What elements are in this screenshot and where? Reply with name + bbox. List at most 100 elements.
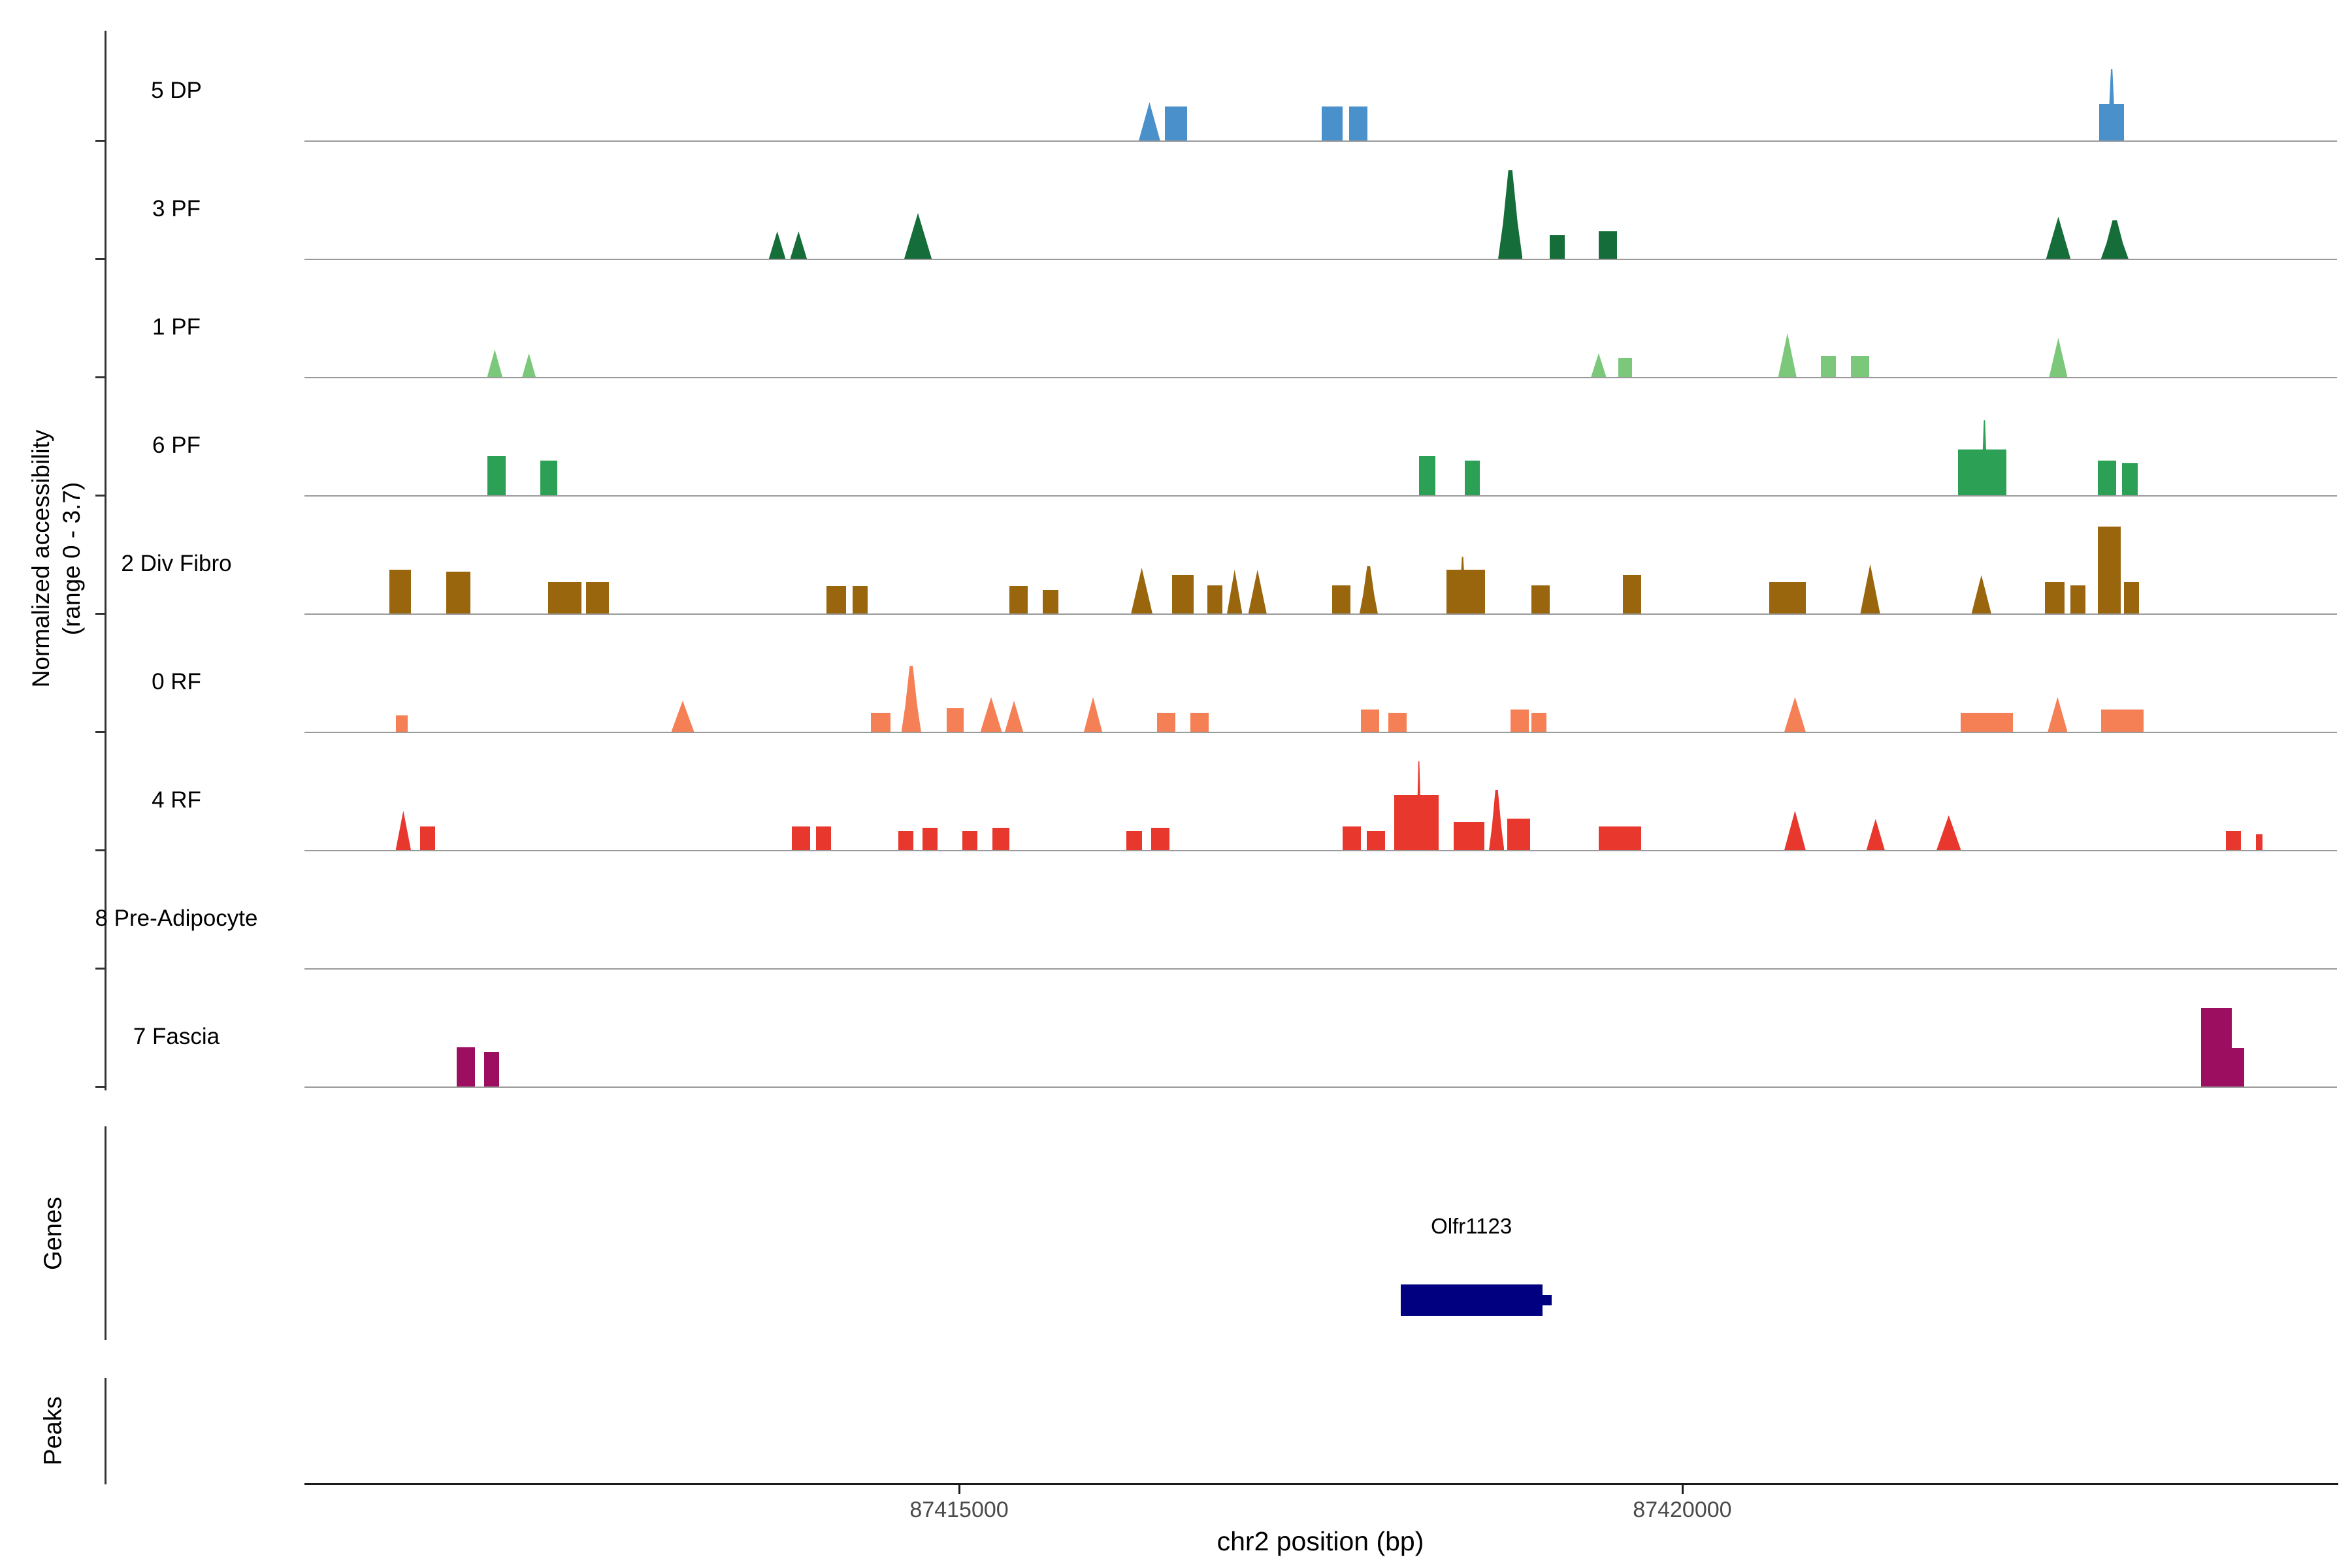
signal-peak <box>2049 337 2068 377</box>
signal-peak <box>586 582 609 613</box>
signal-peak <box>2100 220 2129 259</box>
signal-peak <box>522 353 536 377</box>
signal-peak <box>2044 582 2065 613</box>
signal-peak <box>446 571 471 613</box>
signal-peak <box>1348 106 1367 140</box>
signal-peak <box>853 586 868 613</box>
signal-peak <box>790 231 808 259</box>
y-axis-tick <box>95 849 106 851</box>
signal-peak <box>2201 1007 2232 1086</box>
signal-peak <box>1151 828 1169 850</box>
track-row-1-pf: 1 PF <box>0 260 2352 378</box>
track-label-2-div-fibro: 2 Div Fibro <box>121 551 232 576</box>
signal-peak <box>826 586 847 613</box>
signal-peak <box>791 826 810 850</box>
track-label-8-pre-adipocyte: 8 Pre-Adipocyte <box>95 906 258 931</box>
signal-peak <box>1009 586 1028 613</box>
track-row-7-fascia: 7 Fascia <box>0 970 2352 1088</box>
signal-peak <box>1618 357 1632 377</box>
signal-peak <box>1769 582 1806 613</box>
signal-peak <box>1860 564 1880 613</box>
signal-peak <box>1190 712 1209 732</box>
track-row-5-dp: 5 DP <box>0 24 2352 142</box>
signal-peak <box>1388 712 1407 732</box>
signal-peak <box>1507 819 1530 850</box>
signal-peak <box>1550 235 1565 259</box>
signal-peak <box>1464 460 1480 495</box>
signal-peak <box>1227 569 1243 613</box>
signal-peak <box>1084 696 1103 732</box>
signal-peak <box>1784 810 1806 850</box>
signal-peak <box>898 830 914 850</box>
signal-peak <box>2100 710 2144 732</box>
signal-peak <box>2256 834 2262 850</box>
track-baseline <box>304 259 2337 260</box>
signal-peak <box>992 828 1009 850</box>
signal-peak <box>1531 712 1547 732</box>
signal-peak <box>457 1047 475 1086</box>
signal-peak <box>1821 355 1837 377</box>
x-axis-tick <box>1681 1485 1684 1494</box>
signal-peak <box>1172 575 1194 613</box>
peaks-section-label: Peaks <box>39 1396 67 1465</box>
signal-peak <box>2226 830 2242 850</box>
track-label-5-dp: 5 DP <box>151 78 202 103</box>
signal-peak <box>1784 696 1806 732</box>
signal-peak <box>1454 821 1484 850</box>
track-label-1-pf: 1 PF <box>152 314 201 340</box>
signal-peak <box>1367 830 1386 850</box>
track-baseline <box>304 377 2337 378</box>
signal-peak <box>1043 589 1058 613</box>
signal-peak <box>1980 420 1989 495</box>
signal-peak <box>980 696 1002 732</box>
signal-peak <box>1416 761 1422 850</box>
y-axis-tick <box>95 968 106 970</box>
signal-peak <box>816 826 832 850</box>
track-label-6-pf: 6 PF <box>152 433 201 458</box>
signal-peak <box>2048 696 2068 732</box>
track-row-0-rf: 0 RF <box>0 615 2352 733</box>
signal-peak <box>1591 353 1607 377</box>
signal-peak <box>901 666 921 732</box>
track-label-0-rf: 0 RF <box>152 669 201 694</box>
y-axis-tick <box>95 495 106 497</box>
signal-peak <box>1331 585 1350 613</box>
signal-peak <box>1139 102 1160 140</box>
signal-peak <box>1623 575 1642 613</box>
signal-peak <box>548 582 582 613</box>
signal-peak <box>1164 106 1188 140</box>
signal-peak <box>1321 106 1343 140</box>
signal-peak <box>768 231 786 259</box>
signal-peak <box>1936 815 1961 850</box>
y-axis-tick <box>95 613 106 615</box>
track-baseline <box>304 1086 2337 1088</box>
signal-peak <box>389 569 411 613</box>
signal-peak <box>1598 826 1642 850</box>
signal-peak <box>1248 569 1267 613</box>
y-axis-tick <box>95 376 106 378</box>
gene-strand-tail <box>1542 1295 1552 1305</box>
signal-peak <box>1131 568 1152 613</box>
signal-peak <box>484 1051 500 1086</box>
track-row-3-pf: 3 PF <box>0 142 2352 260</box>
signal-peak <box>1207 585 1223 613</box>
y-axis-tick <box>95 140 106 142</box>
track-baseline <box>304 850 2337 851</box>
peaks-axis-line <box>105 1378 106 1484</box>
signal-peak <box>1971 575 1991 613</box>
track-baseline <box>304 495 2337 497</box>
signal-peak <box>871 712 891 732</box>
signal-peak <box>2046 216 2071 259</box>
signal-peak <box>487 455 506 495</box>
signal-peak <box>487 350 502 377</box>
signal-peak <box>923 828 938 850</box>
signal-peak <box>1778 333 1797 377</box>
track-label-7-fascia: 7 Fascia <box>133 1024 220 1049</box>
x-axis-tick <box>958 1485 961 1494</box>
track-row-6-pf: 6 PF <box>0 378 2352 497</box>
signal-peak <box>1531 585 1550 613</box>
x-axis-label: chr2 position (bp) <box>1217 1526 1424 1556</box>
signal-peak <box>1157 712 1176 732</box>
signal-peak <box>1851 355 1870 377</box>
